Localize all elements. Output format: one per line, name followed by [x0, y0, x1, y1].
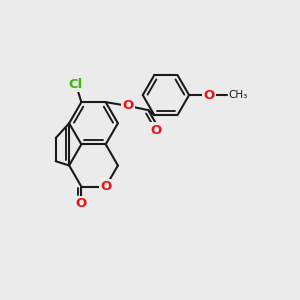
- Text: O: O: [76, 197, 87, 210]
- Text: CH₃: CH₃: [228, 90, 247, 100]
- Text: O: O: [150, 124, 161, 137]
- Text: O: O: [122, 99, 133, 112]
- Text: O: O: [203, 88, 215, 102]
- Text: Cl: Cl: [69, 78, 83, 91]
- Text: O: O: [100, 180, 111, 193]
